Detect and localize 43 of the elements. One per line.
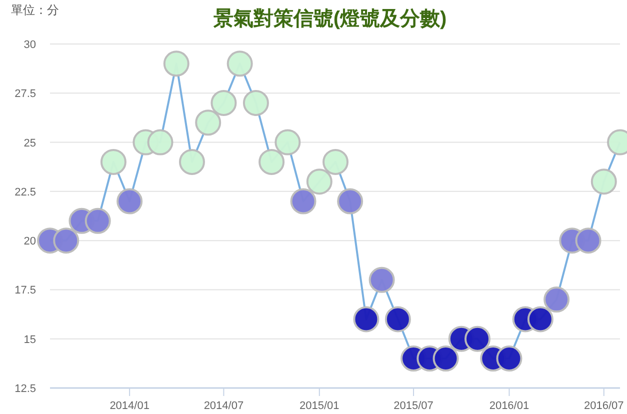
point [274, 129, 301, 156]
y-tick-label: 25 [24, 137, 36, 150]
y-tick-label: 17.5 [14, 284, 36, 297]
point [432, 346, 459, 372]
y-tick-label: 22.5 [14, 186, 36, 198]
point [100, 148, 126, 175]
point [337, 188, 364, 214]
point [178, 148, 205, 175]
point [163, 50, 190, 77]
y-tick-label: 15 [24, 334, 36, 346]
point [353, 306, 380, 332]
point [210, 90, 237, 116]
point [590, 168, 617, 195]
x-tick-label: 2014/07 [204, 400, 244, 412]
point [195, 110, 222, 136]
x-tick-label: 2014/01 [110, 400, 150, 412]
point [496, 346, 522, 372]
point [322, 148, 349, 175]
y-tick-label: 12.5 [14, 383, 36, 395]
point [306, 168, 332, 195]
y-tick-label: 20 [24, 236, 36, 248]
chart-title: 景氣對策信號(燈號及分數) [212, 8, 447, 30]
point [84, 208, 111, 234]
point [368, 266, 395, 293]
point [384, 306, 411, 332]
point [290, 188, 316, 214]
x-tick-label: 2015/07 [394, 400, 434, 412]
point [527, 306, 554, 332]
point [226, 50, 253, 77]
x-tick-label: 2016/07 [584, 400, 624, 412]
point [116, 188, 143, 214]
x-tick-label: 2015/01 [300, 400, 340, 412]
y-tick-label: 30 [24, 39, 36, 51]
point [258, 148, 285, 175]
x-tick-label: 2016/01 [489, 400, 530, 412]
point [242, 90, 269, 116]
point [53, 228, 80, 254]
point [544, 286, 570, 313]
point [575, 228, 602, 254]
point [464, 326, 490, 352]
point [147, 129, 174, 156]
y-tick-label: 27.5 [14, 88, 36, 100]
y-axis-title: 單位：分 [11, 3, 59, 17]
